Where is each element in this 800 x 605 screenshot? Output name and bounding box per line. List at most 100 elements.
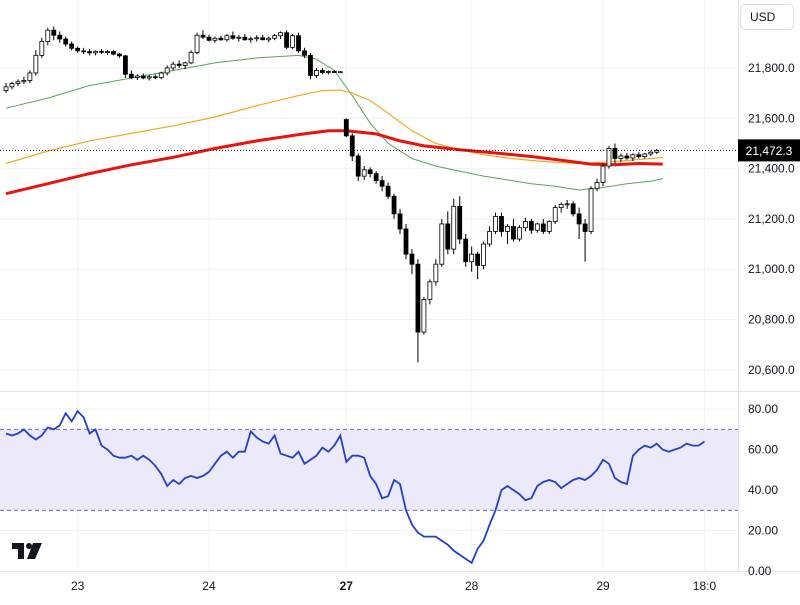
candle-body [296, 35, 301, 52]
candle-body [27, 72, 33, 81]
candle-body [320, 70, 325, 73]
price-tick-label: 21,400.0 [748, 162, 795, 176]
ma-long-line [5, 129, 663, 196]
candle-body [81, 50, 87, 53]
candle-body [9, 83, 15, 88]
candle-body [152, 76, 158, 79]
time-tick-label: 18:0 [693, 579, 717, 593]
candle-body [517, 227, 522, 240]
candle-body [33, 54, 39, 74]
time-tick-label: 29 [596, 579, 610, 593]
candle-body [158, 72, 164, 78]
candle-body [200, 34, 206, 38]
candle-body [75, 47, 81, 52]
candle-body [570, 203, 576, 215]
candle-body [105, 51, 110, 53]
candle-body [540, 223, 546, 232]
candle-body [325, 71, 331, 73]
candle-body [475, 253, 481, 266]
candle-body [624, 155, 630, 159]
candle-body [93, 50, 98, 54]
candle-body [445, 223, 451, 250]
ma-mid-line [5, 89, 663, 165]
candle-body [302, 50, 307, 56]
candle-body [308, 54, 313, 76]
candle-body [230, 35, 236, 39]
candle-body [612, 148, 618, 159]
candle-body [421, 299, 427, 333]
candle-body [379, 180, 385, 187]
candle-body [630, 154, 636, 159]
candle-body [606, 148, 612, 167]
price-tick-label: 21,800.0 [748, 61, 795, 75]
currency-selector-button[interactable]: USD [740, 4, 794, 30]
candle-body [600, 165, 606, 183]
candle-body [284, 32, 289, 48]
candle-body [212, 37, 218, 41]
candle-body [546, 221, 552, 232]
candle-body [99, 50, 104, 53]
candle-body [534, 223, 540, 231]
candle-body [3, 86, 9, 91]
candle-body [194, 34, 200, 53]
rsi-tick-label: 20.00 [748, 524, 778, 538]
last-price-badge [738, 139, 800, 162]
candle-body [272, 35, 278, 39]
candle-body [242, 36, 248, 41]
candle-body [224, 35, 230, 41]
candle-body [236, 36, 242, 39]
candle-body [499, 215, 504, 232]
candle-body [481, 243, 487, 266]
time-tick-label: 28 [465, 579, 479, 593]
candle-body [403, 228, 409, 255]
candle-body [343, 119, 349, 137]
candle-body [385, 185, 391, 197]
ma-short-line [5, 54, 663, 191]
rsi-tick-label: 0.00 [748, 564, 772, 578]
currency-label: USD [750, 10, 776, 24]
candle-body [349, 135, 355, 157]
candle-body [176, 63, 182, 66]
candle-body [254, 37, 260, 40]
candle-body [373, 173, 379, 182]
candle-body [505, 226, 510, 232]
candle-body [134, 75, 140, 78]
rsi-tick-label: 80.00 [748, 402, 778, 416]
candle-body [69, 43, 75, 49]
candle-body [648, 151, 654, 155]
rsi-line [5, 409, 706, 565]
candle-body [564, 203, 570, 206]
candle-body [140, 75, 146, 79]
time-tick-label: 24 [202, 579, 216, 593]
candle-body [415, 263, 421, 333]
candle-body [511, 226, 516, 240]
candle-body [123, 55, 128, 75]
candle-body [87, 51, 92, 54]
candle-body [594, 182, 600, 190]
candle-body [51, 29, 57, 36]
candle-body [588, 188, 594, 232]
candle-body [21, 80, 27, 83]
candle-body [260, 37, 266, 41]
rsi-tick-label: 40.00 [748, 483, 778, 497]
candle-body [128, 73, 134, 78]
candle-body [493, 215, 498, 232]
candle-body [188, 51, 194, 64]
candle-body [331, 71, 337, 73]
candle-body [576, 213, 582, 225]
candle-body [45, 29, 51, 42]
candle-body [290, 35, 295, 48]
candle-body [182, 62, 188, 66]
last-price-label: 21,472.3 [746, 144, 793, 158]
time-tick-label: 23 [71, 579, 85, 593]
candle-body [248, 38, 254, 41]
candle-body [451, 205, 457, 250]
candle-body [618, 155, 624, 159]
candle-body [558, 203, 564, 208]
candle-body [57, 34, 63, 40]
rsi-tick-label: 60.00 [748, 443, 778, 457]
candle-body [117, 53, 122, 57]
candle-body [487, 231, 492, 245]
